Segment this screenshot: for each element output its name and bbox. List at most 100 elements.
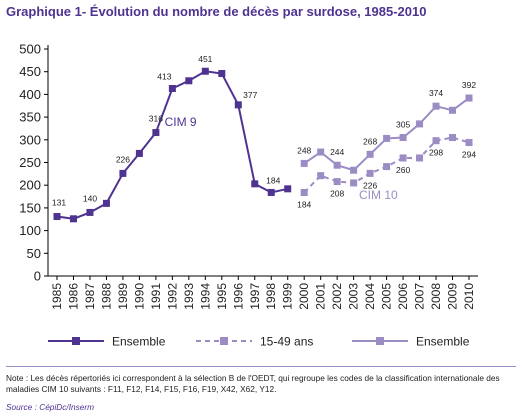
x-tick-label: 2002	[330, 283, 344, 310]
legend-label-0: Ensemble	[112, 335, 166, 349]
x-tick-label: 2003	[347, 283, 361, 310]
x-tick-label: 1992	[165, 283, 179, 310]
data-label: 244	[330, 147, 344, 157]
x-tick-label: 2007	[413, 283, 427, 310]
data-point	[69, 215, 77, 223]
data-point	[383, 163, 391, 171]
data-point	[218, 70, 226, 78]
data-labels: 131 140 226 316 413 451 377 184 184 208 226 260 298 2…	[52, 54, 476, 209]
x-tick-label: 1987	[83, 283, 97, 310]
x-tick-label: 1998	[264, 283, 278, 310]
data-label: 226	[363, 180, 377, 190]
data-point	[465, 94, 473, 102]
data-point	[465, 139, 473, 147]
series-points	[53, 67, 473, 223]
data-point	[234, 101, 242, 109]
data-label: 305	[396, 120, 410, 130]
data-point	[350, 166, 358, 174]
data-label: 131	[52, 198, 66, 208]
data-point	[168, 84, 176, 92]
data-label: 392	[462, 80, 476, 90]
data-point	[185, 77, 193, 85]
data-label: 268	[363, 136, 377, 146]
data-point	[152, 129, 160, 137]
legend: Ensemble 15-49 ans Ensemble	[48, 335, 470, 349]
data-point	[449, 106, 457, 114]
y-tick-label: 250	[19, 155, 41, 170]
y-tick-labels: 0 50 100 150 200 250 300 350 400 450 500	[19, 42, 48, 284]
legend-label-2: Ensemble	[416, 335, 470, 349]
x-tick-label: 1988	[99, 283, 113, 310]
x-tick-label: 2000	[297, 283, 311, 310]
data-point	[383, 134, 391, 142]
data-point	[300, 159, 308, 167]
annotations: CIM 9 CIM 10	[165, 115, 398, 202]
legend-marker-0	[72, 337, 80, 345]
x-tick-label: 1989	[116, 283, 130, 310]
data-point	[251, 180, 259, 188]
legend-label-1: 15-49 ans	[260, 335, 313, 349]
x-tick-label: 2010	[462, 283, 476, 310]
x-tick-label: 1985	[50, 283, 64, 310]
x-tick-label: 2009	[446, 283, 460, 310]
legend-marker-1	[220, 337, 228, 345]
chart-axes	[47, 45, 478, 277]
x-tick-label: 2001	[314, 283, 328, 310]
data-label: 208	[330, 189, 344, 199]
data-point	[119, 169, 127, 177]
data-point	[366, 150, 374, 158]
data-label: 260	[396, 165, 410, 175]
data-point	[449, 134, 457, 142]
data-point	[267, 188, 275, 196]
x-tick-label: 1986	[66, 283, 80, 310]
y-tick-label: 200	[19, 178, 41, 193]
x-tick-label: 2004	[363, 283, 377, 310]
chart-title: Graphique 1- Évolution du nombre de décè…	[6, 4, 427, 19]
y-tick-label: 400	[19, 87, 41, 102]
x-tick-label: 1990	[132, 283, 146, 310]
data-point	[135, 149, 143, 157]
x-tick-label: 1995	[215, 283, 229, 310]
data-point	[432, 137, 440, 145]
y-tick-label: 450	[19, 64, 41, 79]
data-point	[284, 185, 292, 193]
series-line-2	[303, 97, 470, 172]
y-tick-label: 500	[19, 42, 41, 57]
data-label: 248	[297, 145, 311, 155]
data-label: 294	[462, 150, 476, 160]
x-tick-label: 1993	[182, 283, 196, 310]
x-tick-label: 1997	[248, 283, 262, 310]
data-point	[432, 102, 440, 110]
data-point	[201, 67, 209, 75]
series-lines	[56, 70, 470, 220]
data-point	[102, 199, 110, 207]
data-point	[416, 154, 424, 162]
annotation-label: CIM 10	[359, 188, 398, 202]
data-label: 184	[266, 175, 280, 185]
y-tick-label: 50	[27, 246, 41, 261]
x-tick-label: 1994	[198, 283, 212, 310]
data-point	[416, 120, 424, 128]
data-label: 451	[198, 54, 212, 64]
x-tick-labels: 1985 1986 1987 1988 1989 1990 1991 1992 1993 1994…	[50, 276, 476, 310]
chart-note: Note : Les décès répertoriés ici corresp…	[6, 373, 500, 394]
data-point	[350, 179, 358, 187]
x-tick-label: 2008	[429, 283, 443, 310]
data-point	[366, 169, 374, 177]
data-point	[300, 188, 308, 196]
y-tick-label: 350	[19, 110, 41, 125]
x-tick-label: 1991	[149, 283, 163, 310]
y-tick-label: 150	[19, 200, 41, 215]
y-tick-label: 0	[34, 269, 41, 284]
x-tick-label: 2005	[380, 283, 394, 310]
data-point	[317, 148, 325, 156]
x-tick-label: 2006	[396, 283, 410, 310]
data-point	[86, 208, 94, 216]
data-label: 374	[429, 88, 443, 98]
y-tick-label: 100	[19, 223, 41, 238]
y-tick-label: 300	[19, 132, 41, 147]
data-point	[333, 161, 341, 169]
divider	[6, 366, 516, 367]
data-point	[399, 134, 407, 142]
